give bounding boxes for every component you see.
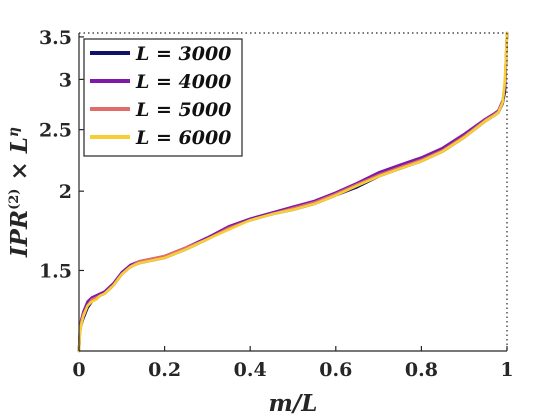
legend: L = 3000 L = 4000 L = 5000 L = 6000 [83, 38, 243, 157]
x-tick-label: 0.4 [234, 359, 267, 381]
legend-label-4: L = 6000 [135, 127, 231, 149]
tick-layer: 0 0.2 0.4 0.6 0.8 1 1.5 2 2.5 3 3.5 [39, 27, 514, 381]
x-tick-label: 0.2 [148, 359, 181, 381]
y-tick-label: 3 [59, 69, 72, 91]
legend-label-3: L = 5000 [135, 99, 231, 121]
y-axis-label-sup: (2) [7, 189, 22, 210]
x-tick-label: 0.6 [319, 359, 352, 381]
legend-items: L = 3000 L = 4000 L = 5000 L = 6000 [90, 43, 231, 149]
x-tick-label: 0.8 [405, 359, 438, 381]
x-axis-label: m/L [269, 390, 318, 417]
legend-label-2: L = 4000 [135, 71, 231, 93]
legend-label-1: L = 3000 [135, 43, 231, 65]
x-tick-label: 1 [500, 359, 513, 381]
y-tick-label: 2 [59, 181, 72, 203]
y-axis-label-times: × [6, 153, 33, 188]
axes-layer [78, 32, 508, 352]
y-tick-label: 3.5 [39, 27, 72, 49]
series-line-4 [77, 31, 509, 353]
y-tick-label: 2.5 [39, 120, 72, 142]
y-axis-label-eta: η [6, 127, 22, 137]
y-axis-label: IPR(2) × Lη [6, 127, 33, 258]
y-tick-label: 1.5 [39, 260, 72, 282]
x-tick-label: 0 [72, 359, 85, 381]
series-line-2 [77, 31, 509, 353]
series-layer [77, 31, 509, 353]
